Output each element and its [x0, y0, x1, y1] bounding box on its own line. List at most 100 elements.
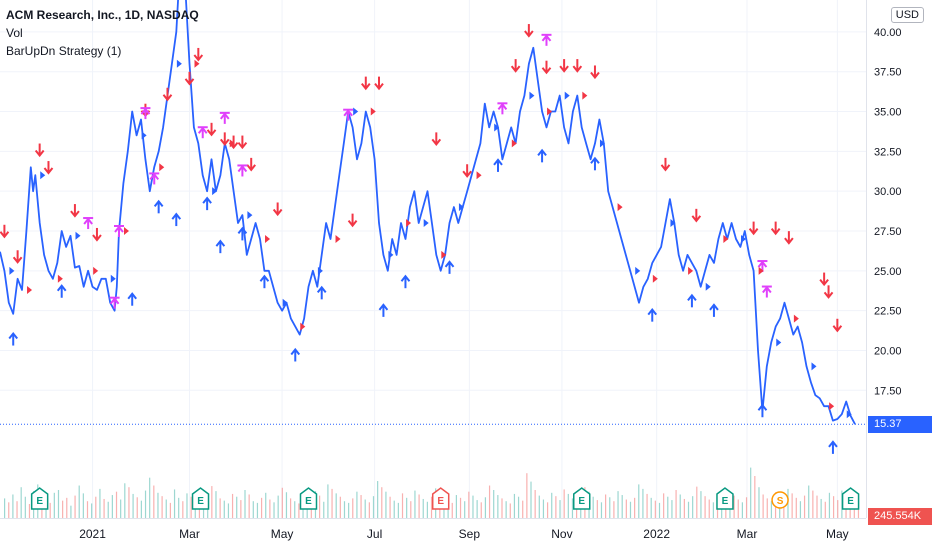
strategy-signals: [0, 24, 852, 454]
volume-bar: [82, 493, 84, 518]
volume-bar: [464, 501, 466, 518]
exit-marker: [219, 111, 230, 124]
short-entry-arrow: [524, 24, 534, 38]
legend: ACM Research, Inc., 1D, NASDAQ Vol BarUp…: [6, 6, 199, 60]
volume-bar: [522, 500, 524, 518]
earnings-event-icon[interactable]: E: [431, 487, 450, 510]
study-volume[interactable]: Vol: [6, 26, 23, 40]
volume-bar: [49, 502, 51, 518]
event-label: E: [847, 496, 854, 507]
volume-bar: [348, 502, 350, 518]
volume-bar: [650, 497, 652, 518]
long-entry-arrow: [56, 284, 67, 298]
volume-bar: [20, 487, 22, 518]
volume-bar: [596, 500, 598, 518]
price-axis-background: [866, 0, 932, 550]
order-fill-marker: [758, 266, 764, 275]
volume-bar: [78, 485, 80, 518]
volume-bar: [679, 494, 681, 518]
order-fill-marker: [529, 91, 535, 100]
short-entry-arrow: [237, 135, 248, 150]
order-fill-marker: [458, 203, 464, 212]
long-entry-arrow: [828, 440, 838, 454]
volume-bar: [140, 500, 142, 518]
order-fill-marker: [494, 123, 500, 132]
long-entry-arrow: [378, 303, 389, 317]
volume-bar: [687, 501, 690, 518]
short-entry-arrow: [431, 132, 442, 146]
earnings-event-icon[interactable]: E: [841, 487, 860, 510]
volume-bar: [663, 493, 665, 518]
order-fill-marker: [300, 322, 306, 331]
earnings-event-icon[interactable]: E: [30, 487, 49, 510]
earnings-event-icon[interactable]: E: [572, 487, 591, 510]
volume-bar: [294, 501, 296, 518]
volume-bar: [832, 496, 835, 518]
order-fill-marker: [141, 131, 147, 140]
order-fill-marker: [247, 211, 253, 220]
volume-bar: [824, 501, 826, 518]
price-line: [0, 0, 856, 425]
short-entry-arrow: [832, 318, 843, 333]
volume-bar: [683, 498, 685, 518]
volume-bars: [4, 467, 860, 518]
short-entry-arrow: [184, 71, 195, 86]
y-tick-label: 25.00: [874, 266, 902, 278]
volume-bar: [240, 500, 242, 518]
short-entry-arrow: [193, 47, 204, 62]
order-fill-marker: [776, 338, 782, 347]
price-axis[interactable]: 17.50 20.00 22.50 25.00 27.50 30.00 32.50 35.00…: [866, 0, 932, 550]
split-event-icon[interactable]: S: [771, 491, 789, 509]
short-entry-arrow: [361, 76, 371, 91]
volume-bar: [812, 490, 814, 518]
volume-bar: [393, 500, 395, 518]
volume-bar: [770, 501, 773, 518]
order-fill-marker: [423, 219, 429, 228]
x-tick-label: Mar: [737, 527, 758, 541]
volume-bar: [132, 493, 134, 518]
volume-bar: [397, 502, 399, 518]
time-axis[interactable]: 2021 Mar May Jul Sep Nov 2022 Mar May: [0, 518, 866, 542]
order-fill-marker: [723, 234, 729, 243]
long-entry-arrow: [647, 308, 658, 322]
study-strategy[interactable]: BarUpDn Strategy (1): [6, 44, 122, 58]
exit-marker: [197, 126, 208, 139]
order-fill-marker: [793, 314, 799, 323]
short-entry-arrow: [0, 224, 10, 239]
exit-marker: [761, 285, 772, 298]
short-entry-arrow: [819, 272, 829, 287]
volume-bar: [704, 496, 706, 518]
short-entry-arrow: [206, 122, 217, 137]
earnings-event-icon[interactable]: E: [191, 487, 210, 510]
volume-bar: [327, 484, 329, 518]
order-fill-marker: [511, 139, 517, 148]
short-entry-arrow: [246, 157, 256, 172]
volume-bar: [476, 500, 478, 518]
volume-bar: [107, 501, 109, 518]
order-fill-marker: [176, 59, 182, 68]
volume-bar: [231, 493, 234, 518]
exit-marker: [237, 164, 248, 177]
earnings-event-icon[interactable]: E: [299, 487, 318, 510]
earnings-event-icon[interactable]: E: [716, 487, 734, 510]
volume-bar: [190, 496, 192, 518]
volume-bar: [128, 487, 130, 518]
symbol-title[interactable]: ACM Research, Inc., 1D, NASDAQ: [6, 8, 199, 22]
volume-bar: [613, 501, 615, 518]
currency-button[interactable]: USD: [890, 7, 924, 23]
volume-bar: [712, 502, 714, 518]
order-fill-marker: [265, 234, 271, 243]
volume-bar: [634, 497, 636, 518]
order-fill-marker: [388, 250, 394, 259]
order-fill-marker: [441, 250, 447, 259]
volume-bar: [530, 481, 532, 518]
volume-bar: [256, 502, 259, 518]
volume-bar: [422, 498, 424, 518]
order-fill-marker: [476, 171, 482, 180]
order-fill-marker: [635, 266, 641, 275]
volume-bar: [178, 497, 180, 518]
volume-bar: [567, 493, 569, 518]
